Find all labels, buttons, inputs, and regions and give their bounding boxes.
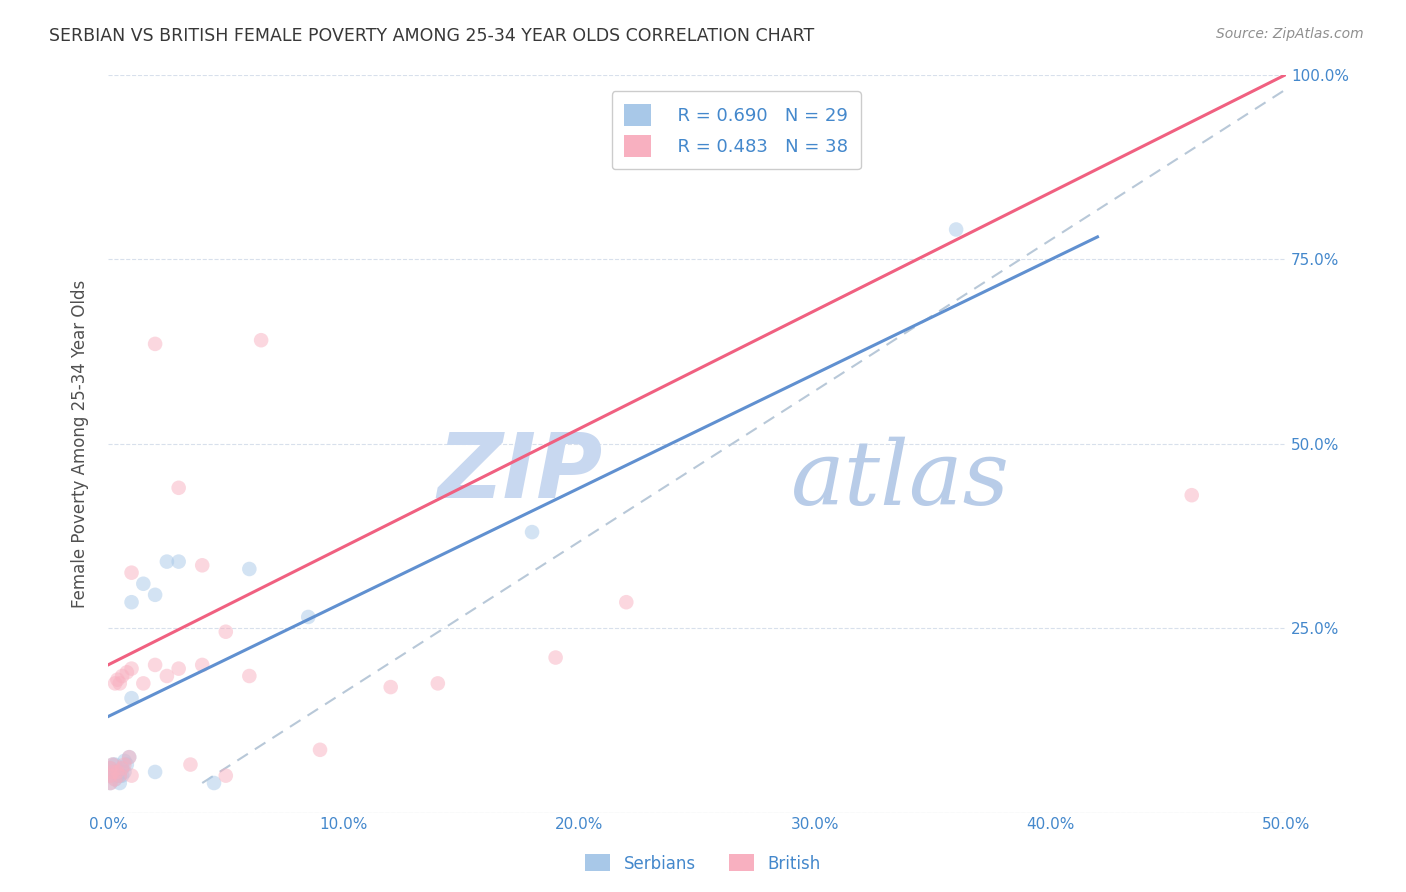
Point — [104, 772, 127, 787]
Point — [250, 333, 273, 347]
Legend:   R = 0.690   N = 29,   R = 0.483   N = 38: R = 0.690 N = 29, R = 0.483 N = 38 — [612, 91, 860, 169]
Point — [121, 691, 143, 706]
Point — [215, 624, 238, 639]
Point — [380, 680, 402, 694]
Point — [544, 650, 567, 665]
Point — [98, 776, 121, 790]
Y-axis label: Female Poverty Among 25-34 Year Olds: Female Poverty Among 25-34 Year Olds — [72, 279, 89, 607]
Point — [108, 776, 131, 790]
Point — [115, 665, 138, 680]
Point — [426, 676, 449, 690]
Point — [114, 764, 136, 779]
Point — [98, 769, 121, 783]
Point — [107, 764, 129, 779]
Point — [101, 764, 124, 779]
Point — [111, 769, 134, 783]
Point — [104, 772, 127, 787]
Point — [98, 769, 121, 783]
Point — [101, 757, 124, 772]
Point — [101, 764, 124, 779]
Point — [121, 769, 143, 783]
Text: SERBIAN VS BRITISH FEMALE POVERTY AMONG 25-34 YEAR OLDS CORRELATION CHART: SERBIAN VS BRITISH FEMALE POVERTY AMONG … — [49, 27, 814, 45]
Point — [108, 676, 131, 690]
Point — [143, 588, 166, 602]
Point — [107, 769, 129, 783]
Point — [108, 769, 131, 783]
Point — [111, 669, 134, 683]
Point — [297, 610, 319, 624]
Point — [121, 595, 143, 609]
Point — [215, 769, 238, 783]
Point — [202, 776, 225, 790]
Point — [104, 764, 127, 779]
Point — [98, 761, 121, 775]
Point — [98, 776, 121, 790]
Point — [238, 562, 260, 576]
Point — [156, 555, 179, 569]
Point — [132, 576, 155, 591]
Point — [1181, 488, 1204, 502]
Point — [121, 662, 143, 676]
Point — [98, 761, 121, 775]
Text: Source: ZipAtlas.com: Source: ZipAtlas.com — [1216, 27, 1364, 41]
Point — [143, 337, 166, 351]
Point — [179, 757, 201, 772]
Point — [614, 595, 637, 609]
Legend: Serbians, British: Serbians, British — [579, 847, 827, 880]
Point — [191, 558, 214, 573]
Text: atlas: atlas — [792, 437, 1011, 524]
Point — [101, 757, 124, 772]
Point — [111, 761, 134, 775]
Point — [132, 676, 155, 690]
Point — [191, 657, 214, 672]
Point — [143, 657, 166, 672]
Point — [111, 761, 134, 775]
Point — [104, 676, 127, 690]
Point — [108, 769, 131, 783]
Point — [167, 555, 190, 569]
Point — [118, 750, 141, 764]
Point — [115, 757, 138, 772]
Point — [156, 669, 179, 683]
Point — [167, 662, 190, 676]
Point — [114, 757, 136, 772]
Point — [309, 743, 332, 757]
Point — [238, 669, 260, 683]
Point — [104, 757, 127, 772]
Point — [114, 754, 136, 768]
Point — [167, 481, 190, 495]
Point — [118, 750, 141, 764]
Point — [107, 673, 129, 687]
Point — [520, 525, 543, 540]
Point — [143, 764, 166, 779]
Text: ZIP: ZIP — [437, 429, 603, 517]
Point — [945, 222, 967, 236]
Point — [121, 566, 143, 580]
